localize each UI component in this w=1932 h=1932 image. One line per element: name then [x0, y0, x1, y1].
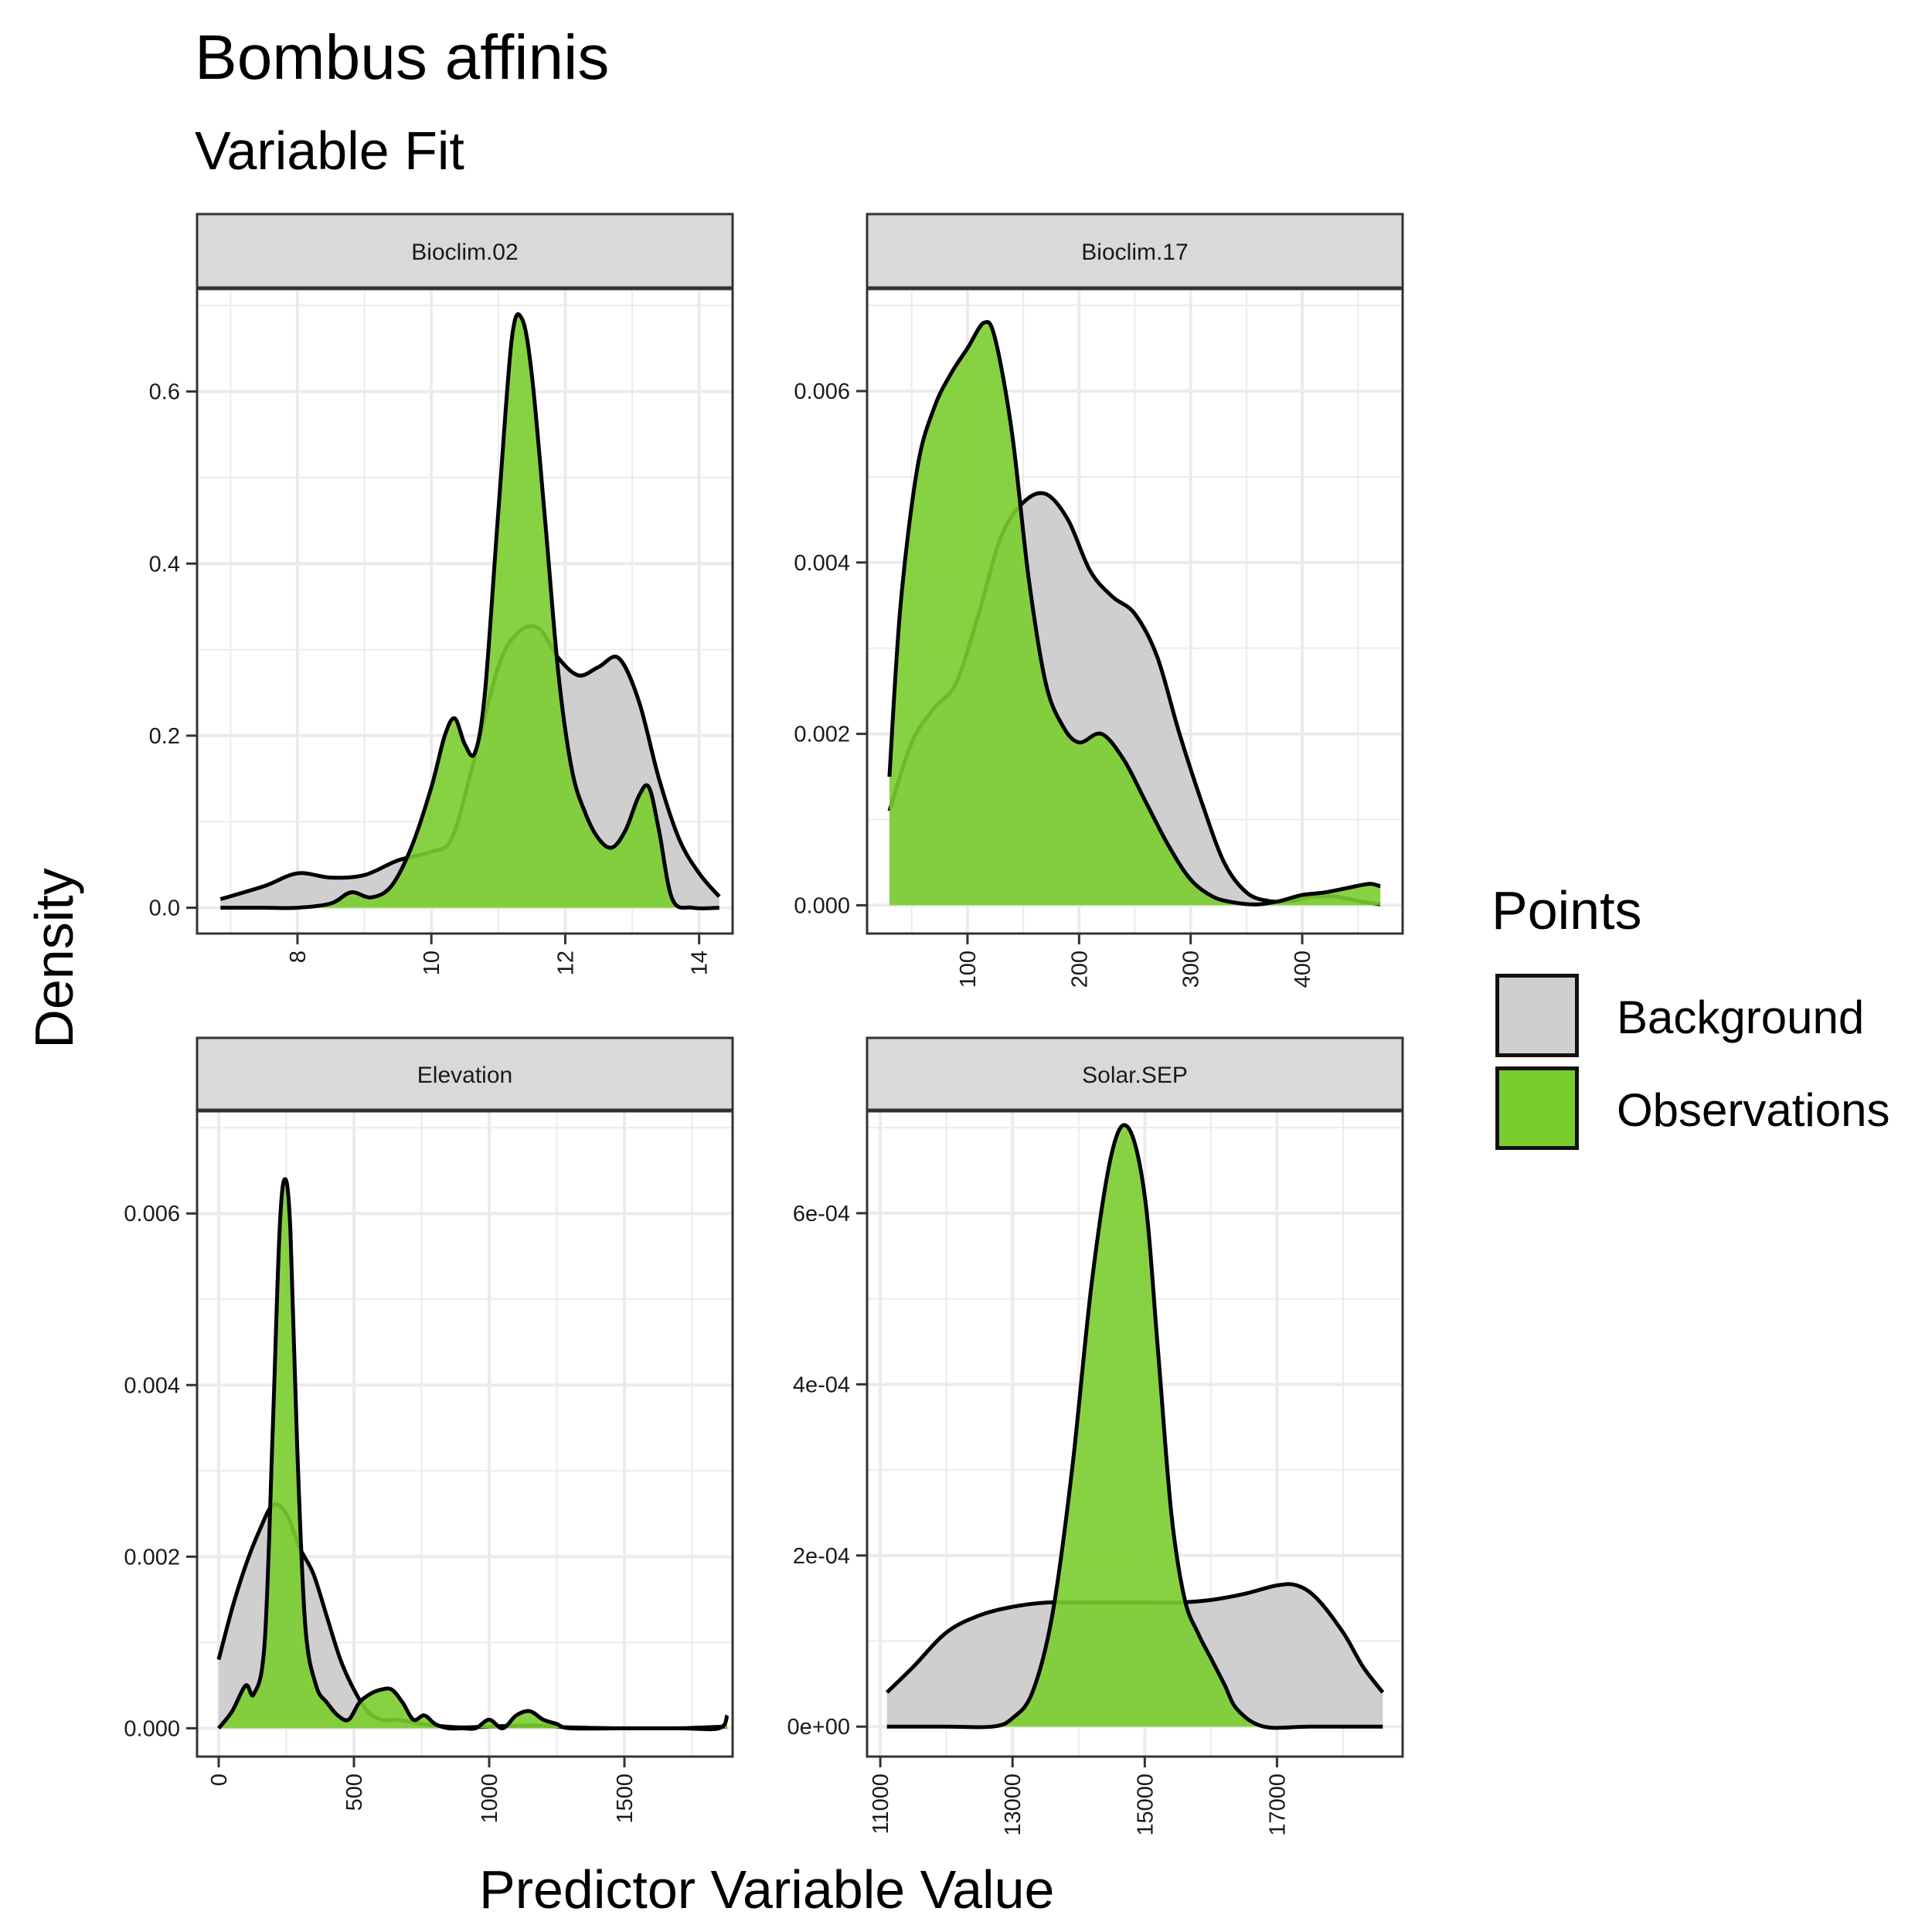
strip-bioclim-17	[866, 213, 1404, 290]
x-tick-label: 8	[286, 951, 311, 963]
y-tick-label: 0.6	[149, 380, 180, 405]
x-tick-label: 0	[207, 1774, 232, 1786]
strip-elevation	[196, 1036, 734, 1112]
chart-subtitle: Variable Fit	[195, 121, 464, 181]
y-axis-label: Density	[24, 868, 84, 1049]
y-tick-label: 0e+00	[787, 1715, 850, 1740]
y-tick-label: 0.004	[124, 1373, 180, 1398]
panel-elevation: Elevation 0.000 0.002 0.004 0.006 0 500 1000 150…	[124, 1036, 734, 1824]
x-tick-label: 500	[342, 1774, 367, 1811]
legend-key-observations	[1495, 1066, 1579, 1150]
x-tick-label: 10	[420, 951, 444, 975]
legend-label-background: Background	[1617, 992, 1865, 1043]
legend-label-observations: Observations	[1617, 1084, 1890, 1136]
area-observations-elevation	[219, 1179, 727, 1730]
x-tick-label: 100	[956, 951, 981, 988]
y-tick-label: 0.002	[124, 1545, 180, 1570]
line-observations-bioclim-02	[220, 311, 719, 910]
legend-key-background	[1495, 974, 1579, 1057]
strip-label-bioclim-17: Bioclim.17	[1081, 240, 1188, 265]
y-tick-label: 0.2	[149, 724, 180, 749]
x-tick-label: 14	[688, 951, 713, 975]
panel-solar-sep: Solar.SEP 0e+00 2e-04 4e-04 6e-04 11000 13000 1…	[787, 1036, 1404, 1836]
y-tick-label: 0.006	[124, 1202, 180, 1226]
y-tick-label: 2e-04	[793, 1544, 850, 1569]
y-tick-label: 0.002	[794, 723, 850, 747]
x-axis-label: Predictor Variable Value	[479, 1859, 1055, 1920]
x-tick-label: 15000	[1133, 1774, 1158, 1836]
y-tick-label: 0.0	[149, 896, 180, 921]
area-observations-bioclim-17	[889, 321, 1381, 906]
y-tick-label: 0.004	[794, 551, 850, 576]
x-tick-label: 13000	[1001, 1774, 1026, 1836]
y-tick-label: 6e-04	[793, 1202, 850, 1226]
y-tick-label: 0.006	[794, 379, 850, 404]
x-tick-label: 1500	[613, 1774, 638, 1824]
y-tick-label: 0.000	[124, 1716, 180, 1741]
strip-label-elevation: Elevation	[417, 1063, 512, 1088]
x-tick-label: 200	[1067, 951, 1092, 988]
strip-label-solar-sep: Solar.SEP	[1082, 1063, 1188, 1088]
panel-bioclim-02: Bioclim.02 0.0 0.2 0.4 0.6 8 10 12 14	[149, 213, 734, 975]
line-observations-elevation	[217, 1177, 730, 1732]
line-observations-bioclim-17	[887, 320, 1381, 906]
chart-title: Bombus affinis	[195, 22, 610, 93]
x-tick-label: 1000	[478, 1774, 502, 1824]
panel-bioclim-17: Bioclim.17 0.000 0.002 0.004 0.006 100 200 300 4…	[794, 213, 1404, 988]
area-observations-bioclim-02	[220, 314, 719, 909]
legend-title: Points	[1492, 880, 1642, 940]
strip-label-bioclim-02: Bioclim.02	[411, 240, 518, 265]
line-observations-solar-sep	[886, 1123, 1383, 1730]
y-tick-label: 0.000	[794, 893, 850, 918]
strip-solar-sep	[866, 1036, 1404, 1112]
y-tick-label: 0.4	[149, 552, 180, 577]
y-tick-label: 4e-04	[793, 1372, 850, 1397]
area-observations-solar-sep	[886, 1124, 1383, 1728]
x-tick-label: 300	[1179, 951, 1204, 988]
x-tick-label: 12	[553, 951, 578, 975]
x-tick-label: 17000	[1265, 1774, 1290, 1836]
x-tick-label: 11000	[869, 1774, 893, 1835]
x-tick-label: 400	[1291, 951, 1315, 988]
